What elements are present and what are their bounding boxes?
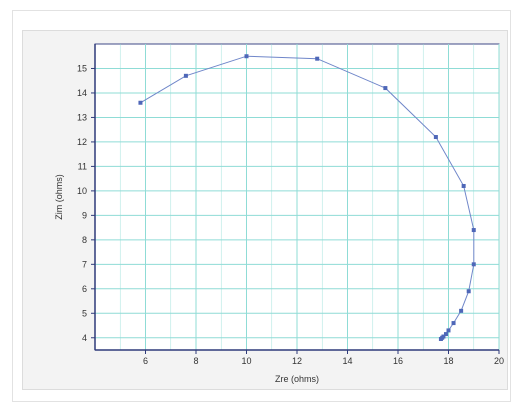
data-point [244,54,249,59]
y-tick-label: 14 [77,88,87,98]
y-tick-label: 15 [77,63,87,73]
data-point [461,183,466,188]
data-point [433,135,438,140]
y-tick-label: 5 [82,308,87,318]
y-tick-label: 12 [77,137,87,147]
x-tick-label: 6 [143,356,148,366]
data-point [451,321,456,326]
data-point [466,289,471,294]
data-point [446,328,451,333]
y-tick-labels: 4 5 6 7 8 9 10 11 12 13 14 15 [77,63,95,343]
x-tick-label: 10 [241,356,251,366]
y-axis-title: Zim (ohms) [54,174,64,220]
series-markers [138,54,476,341]
x-tick-label: 12 [292,356,302,366]
data-point [138,100,143,105]
y-tick-label: 11 [78,161,87,171]
data-point [443,332,448,337]
data-point [315,56,320,61]
x-tick-label: 14 [342,356,352,366]
x-axis-title: Zre (ohms) [275,374,319,384]
data-point [183,73,188,78]
data-point [438,336,443,341]
data-point [383,86,388,91]
y-tick-label: 4 [82,333,87,343]
y-tick-label: 7 [82,259,87,269]
x-tick-labels: 6 8 10 12 14 16 18 20 [143,350,504,366]
y-tick-label: 6 [82,284,87,294]
x-tick-label: 8 [193,356,198,366]
x-tick-label: 18 [443,356,453,366]
y-tick-label: 9 [82,210,87,220]
y-tick-label: 8 [82,235,87,245]
data-point [471,228,476,233]
y-tick-label: 13 [77,112,87,122]
y-tick-label: 10 [77,186,87,196]
data-point [471,262,476,267]
x-tick-label: 16 [393,356,403,366]
x-tick-label: 20 [494,356,504,366]
data-point [459,308,464,313]
